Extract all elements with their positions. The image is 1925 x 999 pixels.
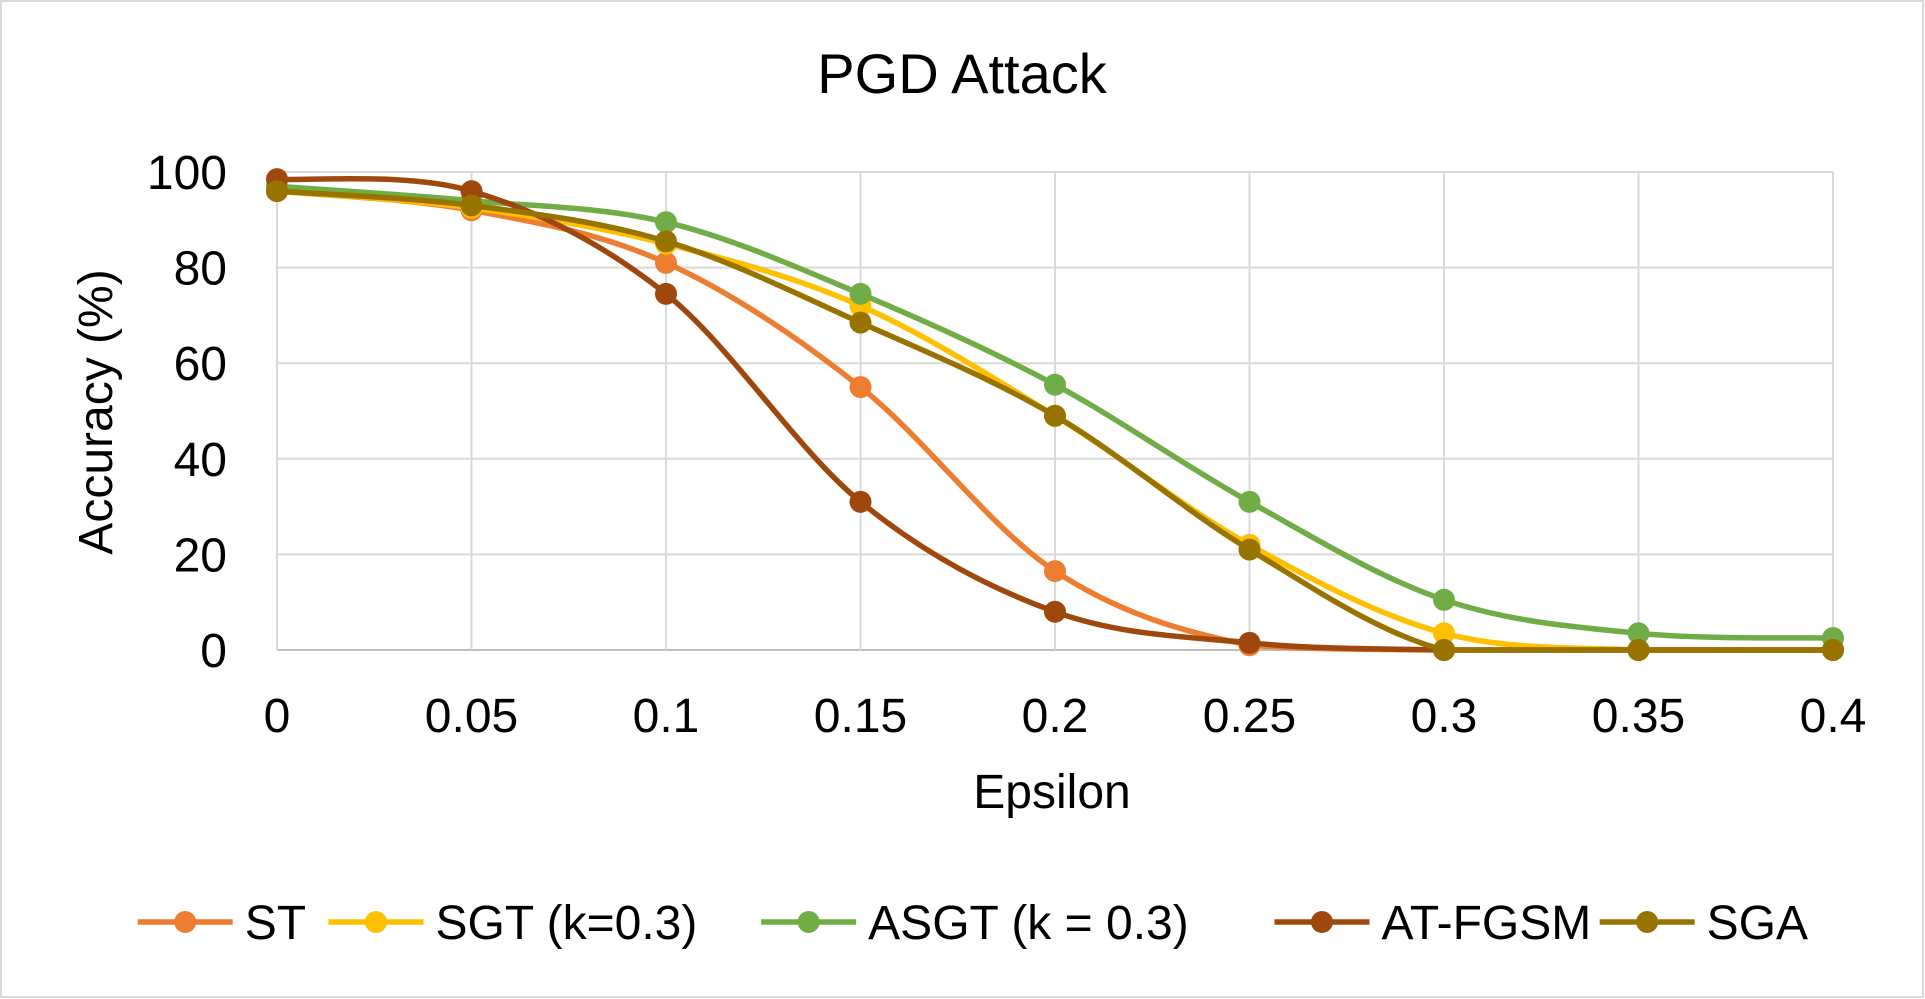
data-point-at-fgsm: [1044, 600, 1066, 623]
data-point-sgt-k-0-3: [1433, 622, 1455, 645]
x-tick-label: 0.05: [425, 690, 518, 743]
legend-label-sgt-k-0-3: SGT (k=0.3): [435, 897, 697, 950]
x-tick-label: 0.15: [814, 690, 907, 743]
legend-marker-st: [174, 911, 197, 933]
y-tick-label: 0: [200, 625, 227, 678]
chart-title: PGD Attack: [817, 42, 1107, 105]
legend-marker-sga: [1636, 911, 1659, 933]
x-tick-label: 0.3: [1411, 690, 1478, 743]
legend-item-at-fgsm: AT-FGSM: [1274, 897, 1591, 950]
data-point-at-fgsm: [655, 282, 677, 305]
legend-item-sga: SGA: [1599, 897, 1808, 950]
data-point-st: [655, 251, 677, 274]
data-point-sga: [1433, 639, 1455, 661]
data-point-st: [849, 376, 872, 399]
data-point-sga: [655, 230, 677, 253]
y-axis-label: Accuracy (%): [70, 269, 123, 554]
data-point-asgt-k-0-3: [1433, 588, 1455, 611]
x-axis-tick-labels: 0 0.05 0.1 0.15 0.2 0.25 0.3 0.35 0.4: [264, 690, 1867, 743]
y-axis-tick-labels: 0 20 40 60 80 100: [147, 147, 227, 678]
x-tick-label: 0.4: [1800, 690, 1867, 743]
data-point-sga: [849, 311, 872, 334]
x-tick-label: 0.1: [633, 690, 700, 743]
data-point-sga: [1822, 639, 1844, 661]
y-tick-label: 20: [174, 529, 227, 582]
y-tick-label: 60: [174, 338, 227, 391]
y-tick-label: 40: [174, 434, 227, 487]
x-tick-label: 0.25: [1203, 690, 1296, 743]
legend-marker-at-fgsm: [1310, 911, 1333, 933]
legend-item-asgt-k-0-3: ASGT (k = 0.3): [761, 897, 1189, 950]
data-point-sga: [266, 180, 288, 203]
data-point-asgt-k-0-3: [655, 211, 677, 234]
data-point-sga: [1627, 639, 1650, 661]
series-lines: [266, 168, 1844, 661]
legend-label-at-fgsm: AT-FGSM: [1381, 897, 1591, 950]
data-point-sga: [1238, 538, 1261, 561]
legend-item-st: ST: [137, 897, 306, 950]
y-tick-label: 80: [174, 243, 227, 296]
data-point-at-fgsm: [1238, 631, 1261, 654]
series-sga: [266, 180, 1844, 661]
gridlines: [276, 171, 1834, 651]
legend-label-sga: SGA: [1707, 897, 1808, 950]
x-tick-label: 0.2: [1022, 690, 1089, 743]
data-point-sga: [460, 194, 483, 217]
data-point-asgt-k-0-3: [849, 282, 872, 305]
data-point-asgt-k-0-3: [1238, 490, 1261, 513]
x-tick-label: 0: [264, 690, 291, 743]
legend-label-st: ST: [245, 897, 306, 950]
x-axis-label: Epsilon: [973, 766, 1130, 819]
x-tick-label: 0.35: [1592, 690, 1685, 743]
legend-item-sgt-k-0-3: SGT (k=0.3): [328, 897, 697, 950]
data-point-sga: [1044, 404, 1066, 427]
data-point-at-fgsm: [849, 490, 872, 513]
legend-marker-asgt-k-0-3: [797, 911, 820, 933]
data-point-asgt-k-0-3: [1627, 622, 1650, 645]
data-point-asgt-k-0-3: [1044, 373, 1066, 396]
y-tick-label: 100: [147, 147, 227, 200]
data-point-st: [1044, 560, 1066, 583]
legend-marker-sgt-k-0-3: [364, 911, 387, 933]
legend: ST SGT (k=0.3) ASGT (k = 0.3) AT-FGSM SGA: [137, 897, 1808, 950]
legend-label-asgt-k-0-3: ASGT (k = 0.3): [868, 897, 1189, 950]
